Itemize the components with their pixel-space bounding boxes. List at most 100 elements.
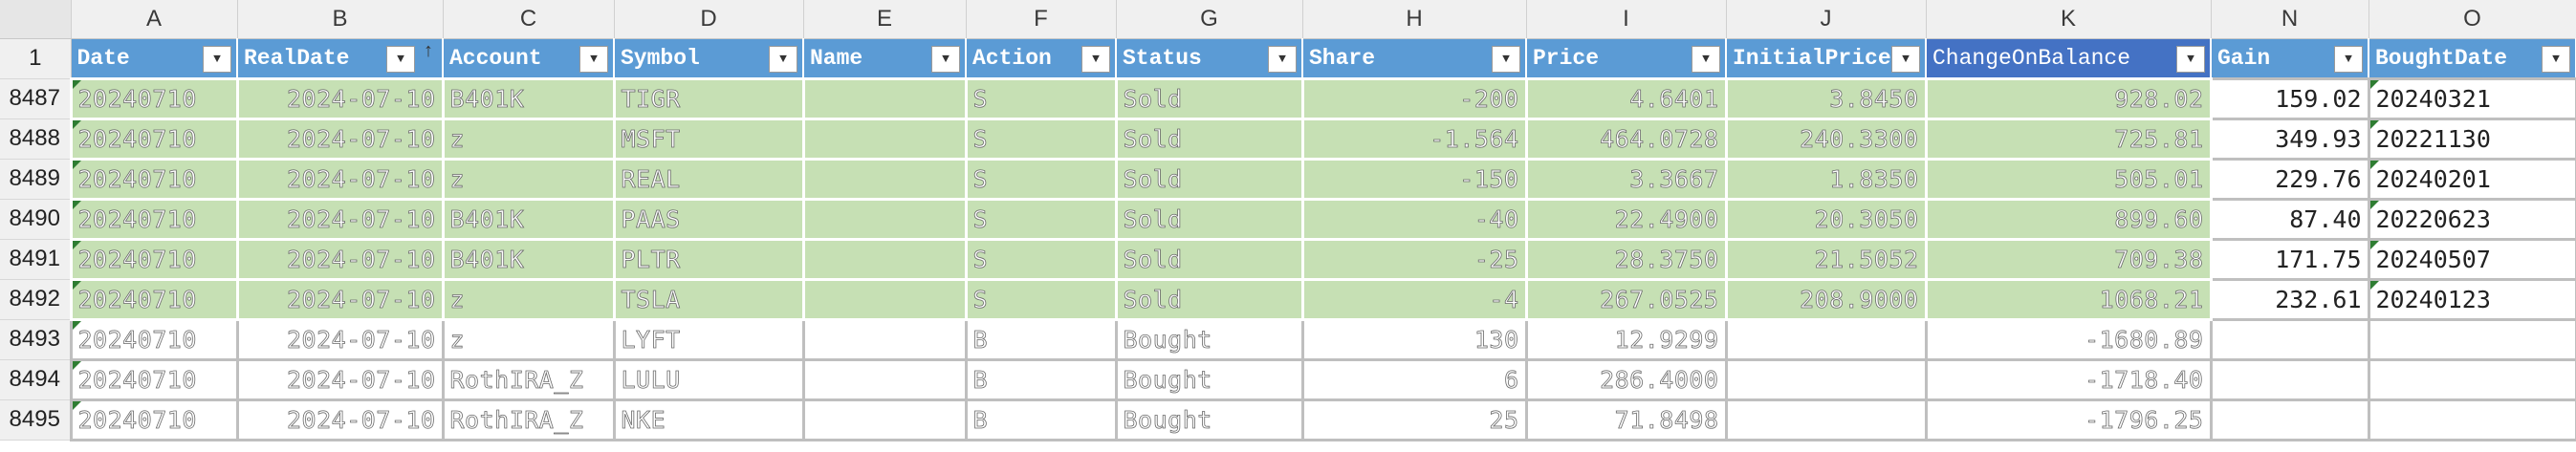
cell-bought[interactable]: 20240321 [2367, 76, 2576, 120]
cell-price[interactable]: 28.3750 [1524, 237, 1728, 281]
cell-bought[interactable] [2367, 398, 2576, 441]
cell-share[interactable]: -40 [1300, 197, 1528, 241]
cell-action[interactable]: S [964, 197, 1118, 241]
cell-share[interactable]: -200 [1300, 76, 1528, 120]
cell-price[interactable]: 71.8498 [1524, 398, 1728, 441]
cell-symbol[interactable]: TSLA [612, 277, 805, 321]
column-header-j[interactable]: J [1726, 0, 1927, 39]
row-number[interactable]: 8489 [0, 159, 72, 200]
cell-realdate[interactable]: 2024-07-10 [235, 357, 445, 401]
column-header-a[interactable]: A [71, 0, 238, 39]
column-header-o[interactable]: O [2369, 0, 2576, 39]
cell-account[interactable]: B401K [441, 197, 616, 241]
cell-price[interactable]: 3.3667 [1524, 157, 1728, 201]
row-number[interactable]: 8492 [0, 279, 72, 320]
cell-name[interactable] [801, 117, 968, 161]
select-all-corner[interactable] [0, 0, 72, 39]
cell-price[interactable]: 267.0525 [1524, 277, 1728, 321]
cell-change[interactable]: 709.38 [1924, 237, 2213, 281]
row-number[interactable]: 8488 [0, 118, 72, 160]
cell-status[interactable]: Sold [1114, 277, 1304, 321]
cell-status[interactable]: Sold [1114, 76, 1304, 120]
cell-share[interactable]: 6 [1300, 357, 1528, 401]
cell-action[interactable]: S [964, 237, 1118, 281]
cell-name[interactable] [801, 76, 968, 120]
cell-date[interactable]: 20240710 [69, 76, 239, 120]
row-number[interactable]: 8493 [0, 319, 72, 360]
cell-action[interactable]: B [964, 398, 1118, 441]
column-header-f[interactable]: F [966, 0, 1117, 39]
cell-price[interactable]: 464.0728 [1524, 117, 1728, 161]
cell-status[interactable]: Sold [1114, 157, 1304, 201]
filter-dropdown-icon[interactable]: ▼ [931, 45, 960, 73]
cell-change[interactable]: 505.01 [1924, 157, 2213, 201]
column-header-b[interactable]: B [237, 0, 444, 39]
row-number[interactable]: 1 [0, 38, 72, 79]
cell-initial[interactable]: 21.5052 [1724, 237, 1928, 281]
cell-symbol[interactable]: LULU [612, 357, 805, 401]
cell-price[interactable]: 12.9299 [1524, 317, 1728, 361]
cell-gain[interactable]: 232.61 [2209, 277, 2370, 321]
cell-realdate[interactable]: 2024-07-10 [235, 237, 445, 281]
cell-gain[interactable]: 87.40 [2209, 197, 2370, 241]
column-header-c[interactable]: C [443, 0, 615, 39]
filter-dropdown-icon[interactable]: ▼ [769, 45, 797, 73]
cell-bought[interactable]: 20221130 [2367, 117, 2576, 161]
cell-initial[interactable]: 20.3050 [1724, 197, 1928, 241]
cell-change[interactable]: 725.81 [1924, 117, 2213, 161]
cell-account[interactable]: z [441, 317, 616, 361]
cell-date[interactable]: 20240710 [69, 357, 239, 401]
cell-realdate[interactable]: 2024-07-10 [235, 197, 445, 241]
cell-bought[interactable]: 20220623 [2367, 197, 2576, 241]
cell-initial[interactable] [1724, 357, 1928, 401]
row-number[interactable]: 8487 [0, 78, 72, 119]
cell-action[interactable]: B [964, 317, 1118, 361]
filter-dropdown-icon[interactable]: ▼ [2176, 45, 2205, 73]
header-cell-account[interactable]: Account ▼ [443, 38, 615, 79]
cell-symbol[interactable]: PAAS [612, 197, 805, 241]
cell-symbol[interactable]: TIGR [612, 76, 805, 120]
cell-name[interactable] [801, 197, 968, 241]
cell-gain[interactable]: 159.02 [2209, 76, 2370, 120]
cell-status[interactable]: Bought [1114, 398, 1304, 441]
cell-bought[interactable] [2367, 317, 2576, 361]
cell-initial[interactable] [1724, 398, 1928, 441]
column-header-n[interactable]: N [2211, 0, 2369, 39]
cell-share[interactable]: 130 [1300, 317, 1528, 361]
filter-dropdown-icon[interactable]: ▼ [386, 45, 415, 73]
cell-change[interactable]: -1680.89 [1924, 317, 2213, 361]
cell-name[interactable] [801, 277, 968, 321]
cell-account[interactable]: z [441, 157, 616, 201]
cell-account[interactable]: z [441, 277, 616, 321]
cell-price[interactable]: 286.4000 [1524, 357, 1728, 401]
filter-dropdown-icon[interactable]: ▼ [1268, 45, 1297, 73]
filter-dropdown-icon[interactable]: ▼ [2542, 45, 2570, 73]
header-cell-price[interactable]: Price ▼ [1526, 38, 1727, 79]
cell-initial[interactable]: 1.8350 [1724, 157, 1928, 201]
cell-gain[interactable]: 349.93 [2209, 117, 2370, 161]
cell-gain[interactable] [2209, 398, 2370, 441]
cell-symbol[interactable]: REAL [612, 157, 805, 201]
filter-dropdown-icon[interactable]: ▼ [203, 45, 231, 73]
cell-bought[interactable] [2367, 357, 2576, 401]
cell-gain[interactable] [2209, 317, 2370, 361]
cell-bought[interactable]: 20240507 [2367, 237, 2576, 281]
cell-gain[interactable] [2209, 357, 2370, 401]
cell-share[interactable]: -4 [1300, 277, 1528, 321]
cell-account[interactable]: z [441, 117, 616, 161]
cell-realdate[interactable]: 2024-07-10 [235, 117, 445, 161]
cell-action[interactable]: S [964, 117, 1118, 161]
cell-name[interactable] [801, 357, 968, 401]
cell-change[interactable]: 1068.21 [1924, 277, 2213, 321]
cell-account[interactable]: RothIRA_Z [441, 357, 616, 401]
header-cell-name[interactable]: Name ▼ [803, 38, 967, 79]
column-header-d[interactable]: D [614, 0, 804, 39]
header-cell-symbol[interactable]: Symbol ▼ [614, 38, 804, 79]
cell-account[interactable]: RothIRA_Z [441, 398, 616, 441]
header-cell-status[interactable]: Status ▼ [1116, 38, 1303, 79]
cell-status[interactable]: Sold [1114, 117, 1304, 161]
cell-realdate[interactable]: 2024-07-10 [235, 317, 445, 361]
header-cell-boughtdate[interactable]: BoughtDate ▼ [2369, 38, 2576, 79]
cell-share[interactable]: -150 [1300, 157, 1528, 201]
header-cell-initialprice[interactable]: InitialPrice ▼ [1726, 38, 1927, 79]
